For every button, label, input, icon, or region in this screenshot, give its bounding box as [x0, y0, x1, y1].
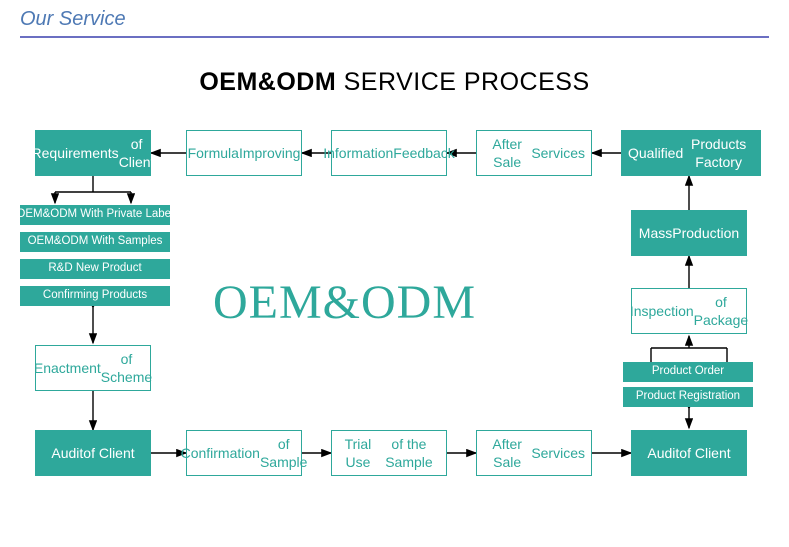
node-qualifiedFactory: QualifiedProducts Factory: [621, 130, 761, 176]
title-bold: OEM&ODM: [199, 68, 336, 96]
node-prodOrder: Product Order: [623, 362, 753, 382]
node-massProd: MassProduction: [631, 210, 747, 256]
section-header: Our Service: [20, 8, 126, 31]
node-reqClient: Requirementsof Client: [35, 130, 151, 176]
node-auditRight: Auditof Client: [631, 430, 747, 476]
section-header-underline: [20, 36, 769, 38]
node-formula: FormulaImproving: [186, 130, 302, 176]
node-afterSaleTop: After SaleServices: [476, 130, 592, 176]
center-watermark: OEM&ODM: [213, 275, 476, 330]
diagram-title: OEM&ODM SERVICE PROCESS: [0, 68, 789, 97]
node-samp: OEM&ODM With Samples: [20, 232, 170, 252]
node-prodReg: Product Registration: [623, 387, 753, 407]
node-inspection: Inspectionof Package: [631, 288, 747, 334]
node-priv: OEM&ODM With Private Label: [20, 205, 170, 225]
node-auditLeft: Auditof Client: [35, 430, 151, 476]
title-rest: SERVICE PROCESS: [336, 68, 589, 96]
node-confSample: Confirmationof Sample: [186, 430, 302, 476]
node-infoFeedback: InformationFeedback: [331, 130, 447, 176]
node-conf: Confirming Products: [20, 286, 170, 306]
node-rnd: R&D New Product: [20, 259, 170, 279]
node-enactment: Enactmentof Scheme: [35, 345, 151, 391]
node-afterSaleBot: After SaleServices: [476, 430, 592, 476]
node-trialUse: Trial Useof the Sample: [331, 430, 447, 476]
